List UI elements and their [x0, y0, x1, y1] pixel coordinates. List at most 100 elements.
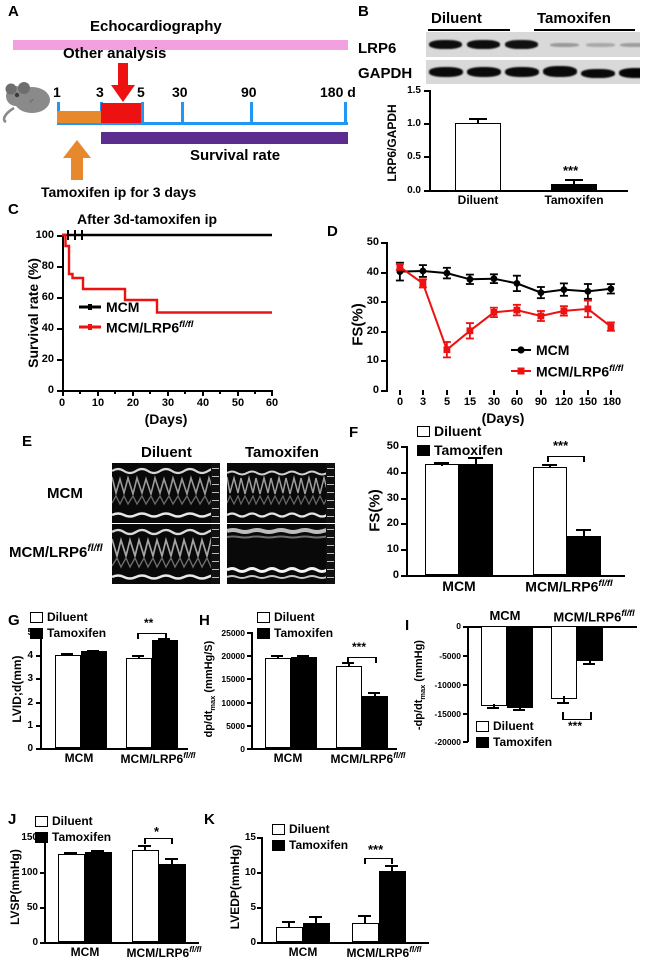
panel-d-xtick-label-0: 0: [396, 396, 404, 408]
panel-d-xtick-15: [469, 390, 471, 395]
panel-d-ytick-label-30: 30: [366, 295, 379, 307]
panel-k-err-mcm-diluent: [288, 921, 290, 927]
panel-h-label: H: [199, 612, 210, 629]
panel-f-errcap-mcm-diluent: [434, 462, 449, 464]
panel-g-ytick-label-0: 0: [27, 743, 33, 754]
panel-j-bar-mcm-diluent: [58, 853, 85, 942]
band-gapdh-t3: [619, 68, 640, 78]
panel-g-ytick-4: [36, 655, 41, 657]
panel-g-y-axis-label: LVID;d(mm): [10, 655, 24, 723]
panel-h-ytick-15000: [247, 678, 252, 680]
panel-i-errcap-mcm-diluent: [487, 707, 499, 709]
panel-i: I 0 -5000 -10000 -15000 -20000 -dp/dtmax…: [398, 600, 645, 810]
panel-f-ytick-30: [401, 498, 407, 500]
panel-a-orange-up-arrow-icon: [63, 140, 91, 180]
panel-i-group-label-mcm: MCM: [489, 608, 521, 623]
panel-b-xtick-label-diluent: Diluent: [457, 193, 499, 207]
panel-d-xtick-3: [422, 390, 424, 395]
panel-d-xtick-label-180: 180: [602, 396, 622, 408]
panel-h-ytick-label-25000: 25000: [221, 628, 245, 638]
panel-a-other-analysis-label: Other analysis: [63, 45, 167, 62]
band-gapdh-d1: [429, 67, 463, 77]
band-lrp6-t1: [550, 43, 579, 47]
panel-d-y-axis: [386, 242, 388, 392]
panel-e-echo-lrp6-diluent: [112, 524, 220, 584]
panel-f-ytick-50: [401, 446, 407, 448]
panel-d-xtick-label-30: 30: [487, 396, 501, 408]
panel-a-echocardiography-label: Echocardiography: [90, 18, 222, 35]
panel-a-tick-30: [181, 102, 184, 125]
panel-c-xtick-label-30: 30: [161, 397, 175, 409]
panel-g-ytick-1: [36, 725, 41, 727]
legend-swatch-open-icon: [257, 611, 270, 623]
panel-c-series-lrp6-line: [62, 233, 272, 314]
panel-d-legend-mcm: MCM: [510, 342, 569, 358]
panel-f-legend-tamoxifen-label: Tamoxifen: [434, 442, 503, 458]
panel-c-xtick-label-20: 20: [126, 397, 140, 409]
panel-f-significance-bracket: [547, 456, 585, 462]
panel-c-xtick-10: [97, 390, 99, 396]
svg-text:♂: ♂: [28, 96, 35, 106]
panel-g-ytick-label-2: 2: [27, 697, 33, 708]
legend-swatch-open-icon: [476, 720, 489, 732]
panel-b-ytick-label-1: 0.5: [407, 151, 421, 162]
panel-g-xtick-label-mcm: MCM: [64, 751, 94, 765]
panel-c-y-axis: [62, 235, 64, 392]
panel-h-ytick-20000: [247, 655, 252, 657]
panel-j-bar-mcm-tamoxifen: [85, 851, 112, 942]
panel-h-bar-mcm-diluent: [265, 657, 291, 748]
panel-j-bar-lrp6-tamoxifen: [159, 863, 186, 942]
panel-h-ytick-label-10000: 10000: [221, 698, 245, 708]
panel-b-label: B: [358, 3, 369, 20]
panel-a-timepoint-3: 3: [96, 84, 104, 100]
panel-h-ytick-0: [247, 748, 252, 750]
panel-i-bar-mcm-diluent: [481, 626, 507, 706]
panel-f-bar-mcm-diluent: [425, 464, 459, 575]
panel-k-y-axis: [261, 837, 263, 944]
panel-j-errcap-lrp6-tamoxifen: [165, 858, 178, 860]
panel-a-survival-block: [101, 132, 348, 144]
band-lrp6-t2: [586, 43, 615, 47]
panel-g-legend-tamoxifen: Tamoxifen: [30, 626, 106, 640]
panel-i-significance: ***: [568, 719, 583, 733]
panel-k-ytick-5: [257, 907, 262, 909]
panel-a-timepoint-30: 30: [172, 84, 188, 100]
panel-d-x-axis-label: (Days): [481, 410, 525, 426]
panel-e-echo-mcm-tamoxifen: [227, 463, 335, 523]
panel-g-bar-lrp6-diluent: [126, 657, 152, 748]
panel-h-err-lrp6-diluent: [348, 662, 350, 667]
panel-d: D 0 10 20 30 40 50 FS(%) 0 3 5 15 30 60 …: [325, 218, 645, 430]
panel-k-bar-lrp6-tamoxifen: [379, 871, 406, 942]
panel-b-ytick-2: [424, 123, 429, 125]
panel-f-err-lrp6-tamoxifen: [583, 529, 585, 537]
panel-c-ytick-80: [57, 266, 63, 268]
panel-c-ytick-60: [57, 297, 63, 299]
panel-c-xtick-label-60: 60: [265, 397, 279, 409]
panel-a-timepoint-1: 1: [53, 84, 61, 100]
mouse-icon: ♂: [2, 82, 50, 124]
panel-d-ytick-50: [381, 242, 387, 244]
panel-d-ytick-label-50: 50: [366, 236, 379, 248]
panel-d-xtick-label-3: 3: [419, 396, 427, 408]
panel-d-xtick-30: [493, 390, 495, 395]
panel-c-ytick-100: [57, 235, 63, 237]
panel-b-significance: ***: [563, 163, 579, 178]
panel-d-series-lrp6-markers: [396, 263, 615, 354]
panel-e-echo-lrp6-tamoxifen: [227, 524, 335, 584]
panel-i-errcap-lrp6-diluent: [557, 702, 569, 704]
panel-j-legend-tamoxifen: Tamoxifen: [35, 830, 111, 844]
panel-a-timepoint-180: 180 d: [320, 84, 356, 100]
panel-h-errcap-lrp6-tamoxifen: [368, 692, 380, 694]
panel-d-legend-lrp6: MCM/LRP6fl/fl: [510, 363, 623, 380]
panel-i-ytick-20000: [463, 741, 468, 743]
panel-g-ytick-2: [36, 702, 41, 704]
panel-c-xtick-60: [271, 390, 273, 396]
panel-h-ytick-label-5000: 5000: [226, 721, 245, 731]
panel-g-legend-diluent-label: Diluent: [47, 610, 88, 624]
panel-b-ytick-label-0: 0.0: [407, 185, 421, 196]
panel-c-ytick-label-100: 100: [35, 229, 54, 241]
panel-e-label: E: [22, 433, 33, 450]
panel-i-ytick-5000: [463, 655, 468, 657]
panel-a-timeline-axis: [57, 122, 348, 125]
panel-g-ytick-label-3: 3: [27, 673, 33, 684]
